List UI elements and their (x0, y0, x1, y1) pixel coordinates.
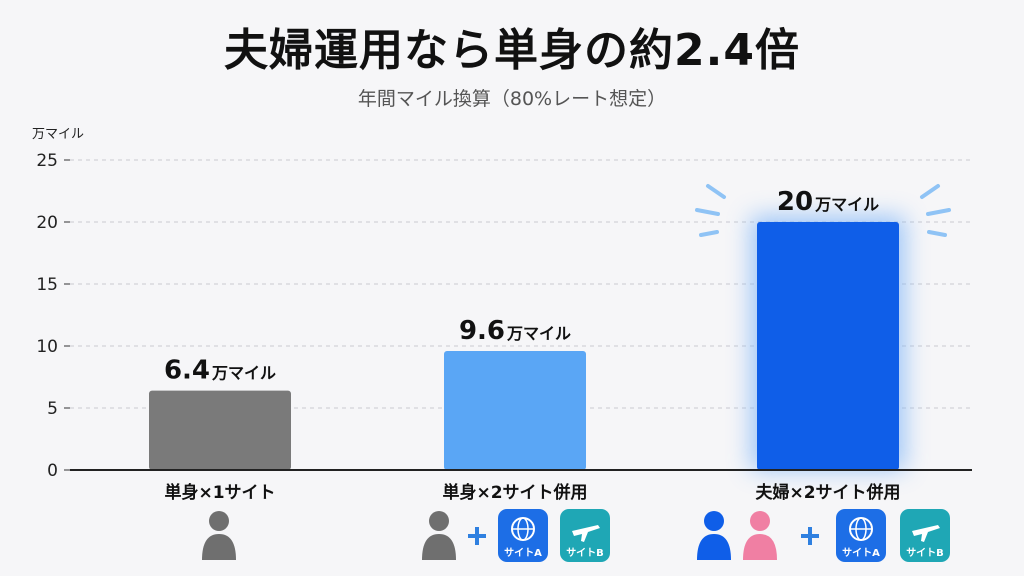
site-a-label: サイトA (504, 547, 542, 559)
category-label-3: 夫婦×2サイト併用 (755, 482, 900, 503)
plus-icon (801, 527, 819, 545)
plus-icon (468, 527, 486, 545)
y-tick-label: 20 (36, 213, 58, 233)
site-a-label: サイトA (842, 547, 880, 559)
site-b-label: サイトB (566, 547, 604, 559)
person-icon-blue (697, 511, 731, 560)
person-icon (422, 511, 456, 560)
category-label-2: 単身×2サイト併用 (442, 482, 587, 503)
chart-subtitle: 年間マイル換算（80%レート想定） (357, 88, 667, 110)
y-axis-label: 万マイル (32, 127, 84, 142)
y-tick-label: 25 (36, 151, 58, 171)
bar-1 (149, 390, 291, 470)
bar-value-label-1: 6.4 万マイル (164, 356, 276, 386)
bar-3 (757, 222, 899, 470)
y-tick-label: 5 (47, 399, 58, 419)
person-icon-pink (743, 511, 777, 560)
y-tick-label: 15 (36, 275, 58, 295)
y-tick-label: 10 (36, 337, 58, 357)
person-icon (202, 511, 236, 560)
site-b-label: サイトB (906, 547, 944, 559)
site-a-globe-icon: サイトA (498, 509, 548, 562)
y-tick-label: 0 (47, 461, 58, 481)
category-label-1: 単身×1サイト (164, 482, 275, 503)
bar-value-label-3: 20 万マイル (777, 187, 879, 217)
site-a-globe-icon: サイトA (836, 509, 886, 562)
highlight-rays (695, 184, 951, 237)
site-b-plane-icon: サイトB (900, 509, 950, 562)
site-b-plane-icon: サイトB (560, 509, 610, 562)
bar-value-label-2: 9.6 万マイル (459, 316, 571, 346)
bar-2 (444, 350, 586, 470)
chart-title: 夫婦運用なら単身の約2.4倍 (224, 25, 800, 76)
